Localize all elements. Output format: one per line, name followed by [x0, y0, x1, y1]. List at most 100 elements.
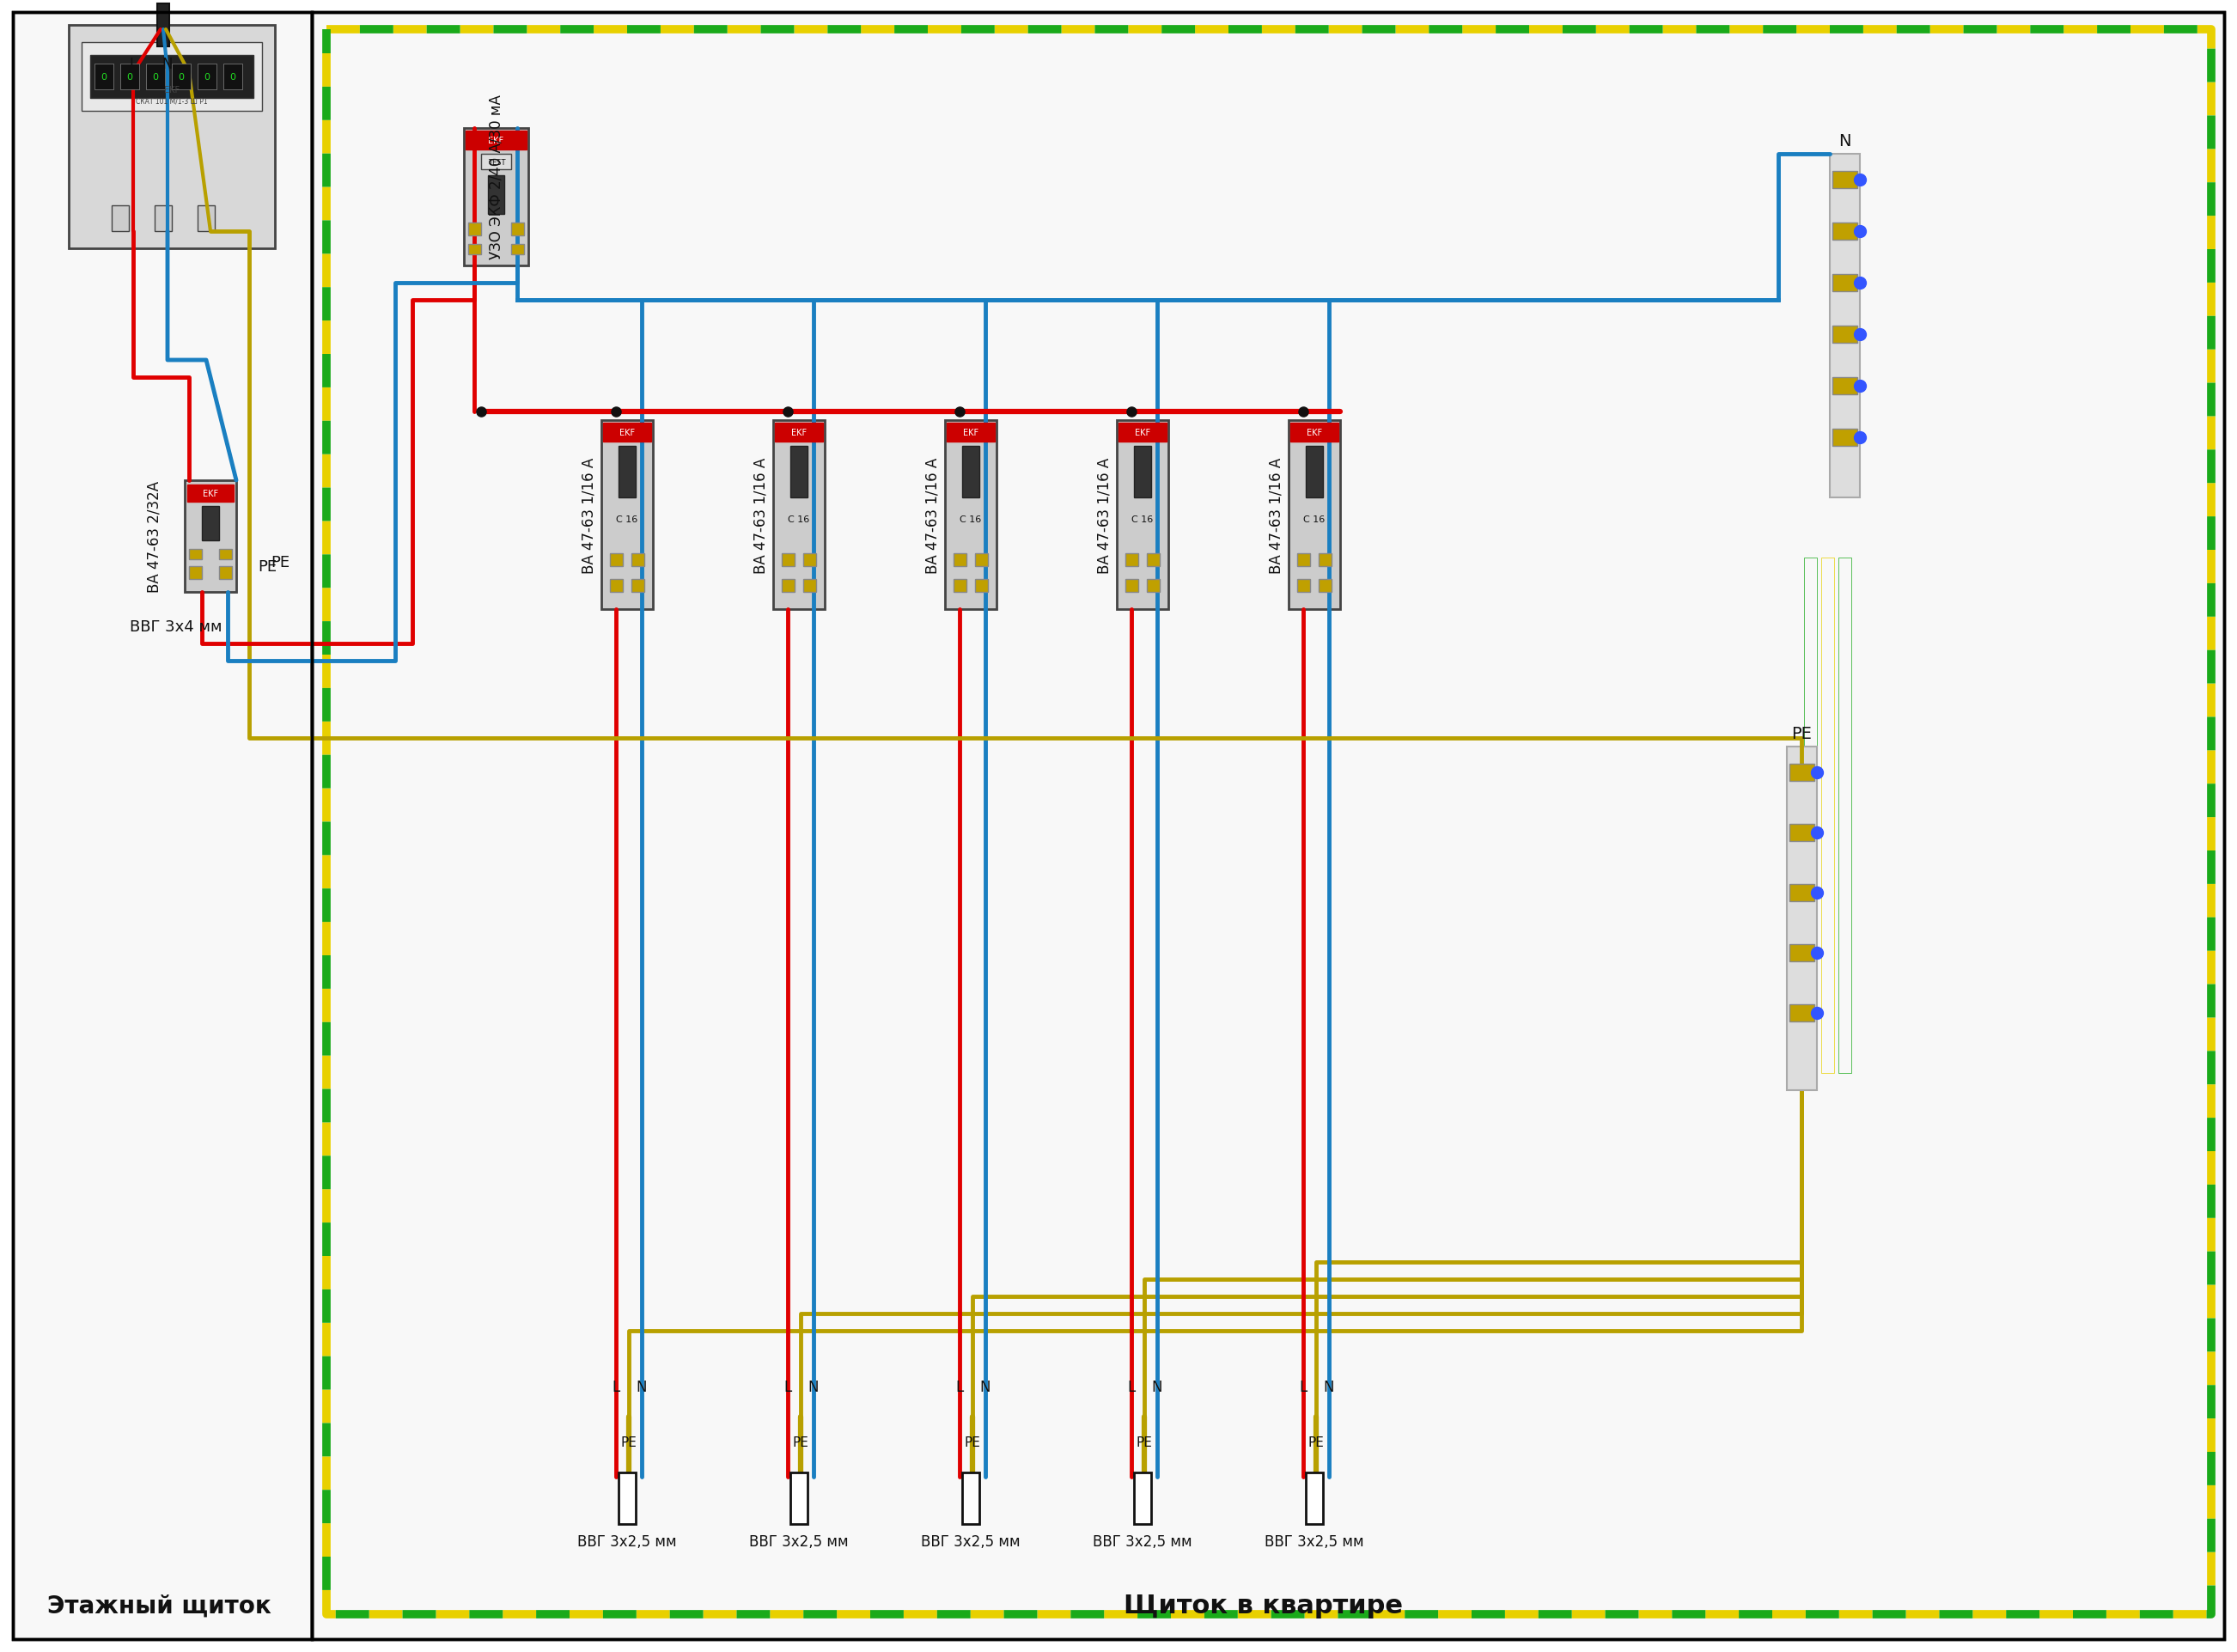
Bar [1297, 553, 1311, 567]
Bar [1839, 558, 1852, 1074]
Text: EKF: EKF [962, 428, 978, 438]
Text: 0: 0 [204, 73, 210, 81]
Text: ВА 47-63 1/16 А: ВА 47-63 1/16 А [1096, 458, 1112, 573]
Text: EKF: EKF [204, 489, 219, 497]
Bar [803, 553, 817, 567]
Bar [803, 580, 817, 593]
Text: 0: 0 [179, 73, 183, 81]
Text: 0: 0 [230, 73, 235, 81]
Text: Щиток в квартире: Щиток в квартире [1123, 1593, 1403, 1617]
Bar [1306, 1472, 1322, 1525]
Bar [602, 421, 653, 610]
Text: ВА 47-63 1/16 А: ВА 47-63 1/16 А [924, 458, 940, 573]
Text: ВВГ 3х2,5 мм: ВВГ 3х2,5 мм [577, 1533, 678, 1550]
Text: УЗО ЭКФ 2/40 А/30 мА: УЗО ЭКФ 2/40 А/30 мА [488, 94, 503, 259]
Text: ВВГ 3х2,5 мм: ВВГ 3х2,5 мм [749, 1533, 848, 1550]
Text: N: N [808, 1379, 819, 1394]
Bar [1832, 378, 1857, 395]
Text: PE: PE [792, 1436, 810, 1449]
Bar [112, 206, 130, 231]
Text: N: N [980, 1379, 991, 1394]
Text: L: L [130, 56, 136, 73]
Bar [468, 244, 481, 254]
Text: ВВГ 3х2,5 мм: ВВГ 3х2,5 мм [1264, 1533, 1365, 1550]
Bar [154, 206, 172, 231]
Bar [1832, 223, 1857, 241]
Text: C 16: C 16 [1132, 515, 1154, 524]
Bar [145, 64, 166, 91]
Bar [1787, 747, 1816, 1090]
Text: 0: 0 [128, 73, 132, 81]
Bar [510, 223, 523, 236]
Bar [1832, 172, 1857, 188]
Text: EKF: EKF [792, 428, 808, 438]
Text: ВВГ 3х2,5 мм: ВВГ 3х2,5 мм [922, 1533, 1020, 1550]
Bar [1832, 327, 1857, 344]
Bar [790, 446, 808, 497]
Bar [1116, 421, 1168, 610]
Bar [219, 567, 233, 580]
Bar [311, 13, 2224, 1639]
Bar [1318, 580, 1331, 593]
Bar [188, 486, 233, 502]
Bar [1832, 430, 1857, 446]
Bar [81, 43, 262, 112]
Bar [13, 13, 311, 1639]
Bar [1790, 824, 1814, 841]
Bar [611, 580, 622, 593]
Text: ВА 47-63 2/32А: ВА 47-63 2/32А [148, 481, 163, 593]
Bar [89, 56, 253, 99]
Bar [1821, 558, 1834, 1074]
Bar [631, 580, 644, 593]
Bar [465, 132, 526, 150]
Text: N: N [1152, 1379, 1163, 1394]
Text: Этажный щиток: Этажный щиток [47, 1594, 271, 1617]
Bar [962, 1472, 980, 1525]
Bar [781, 553, 794, 567]
Text: N: N [161, 56, 172, 73]
Text: EKF: EKF [1134, 428, 1150, 438]
Bar [188, 567, 201, 580]
Bar [510, 244, 523, 254]
Bar [468, 223, 481, 236]
Text: 0: 0 [101, 73, 107, 81]
Bar [774, 423, 823, 443]
Bar [1148, 553, 1159, 567]
Bar [953, 553, 966, 567]
Bar [201, 507, 219, 540]
Bar [953, 580, 966, 593]
Text: ВА 47-63 1/16 А: ВА 47-63 1/16 А [582, 458, 597, 573]
Bar [488, 177, 503, 215]
Bar [1318, 553, 1331, 567]
Bar [1306, 446, 1322, 497]
Text: PE: PE [1792, 725, 1812, 742]
Bar [1134, 446, 1152, 497]
Text: L: L [783, 1379, 792, 1394]
Bar [1830, 155, 1859, 497]
Bar [1790, 1004, 1814, 1023]
Bar [1125, 580, 1139, 593]
Text: EKF: EKF [1306, 428, 1322, 438]
Bar [617, 1472, 635, 1525]
Bar [1125, 553, 1139, 567]
Text: C 16: C 16 [787, 515, 810, 524]
Text: PE: PE [620, 1436, 638, 1449]
Bar [1289, 421, 1340, 610]
Text: L: L [955, 1379, 964, 1394]
Text: EKF: EKF [163, 86, 179, 94]
Bar [188, 550, 201, 560]
Text: PE: PE [271, 555, 289, 570]
Bar [946, 423, 995, 443]
Bar [631, 553, 644, 567]
Bar [219, 550, 233, 560]
Bar [1297, 580, 1311, 593]
Text: PE: PE [257, 558, 277, 575]
Bar [1291, 423, 1338, 443]
Bar [944, 421, 995, 610]
Bar [197, 206, 215, 231]
Bar [975, 580, 989, 593]
Bar [172, 64, 190, 91]
Text: PE: PE [1136, 1436, 1152, 1449]
Bar [197, 64, 217, 91]
Bar [790, 1472, 808, 1525]
